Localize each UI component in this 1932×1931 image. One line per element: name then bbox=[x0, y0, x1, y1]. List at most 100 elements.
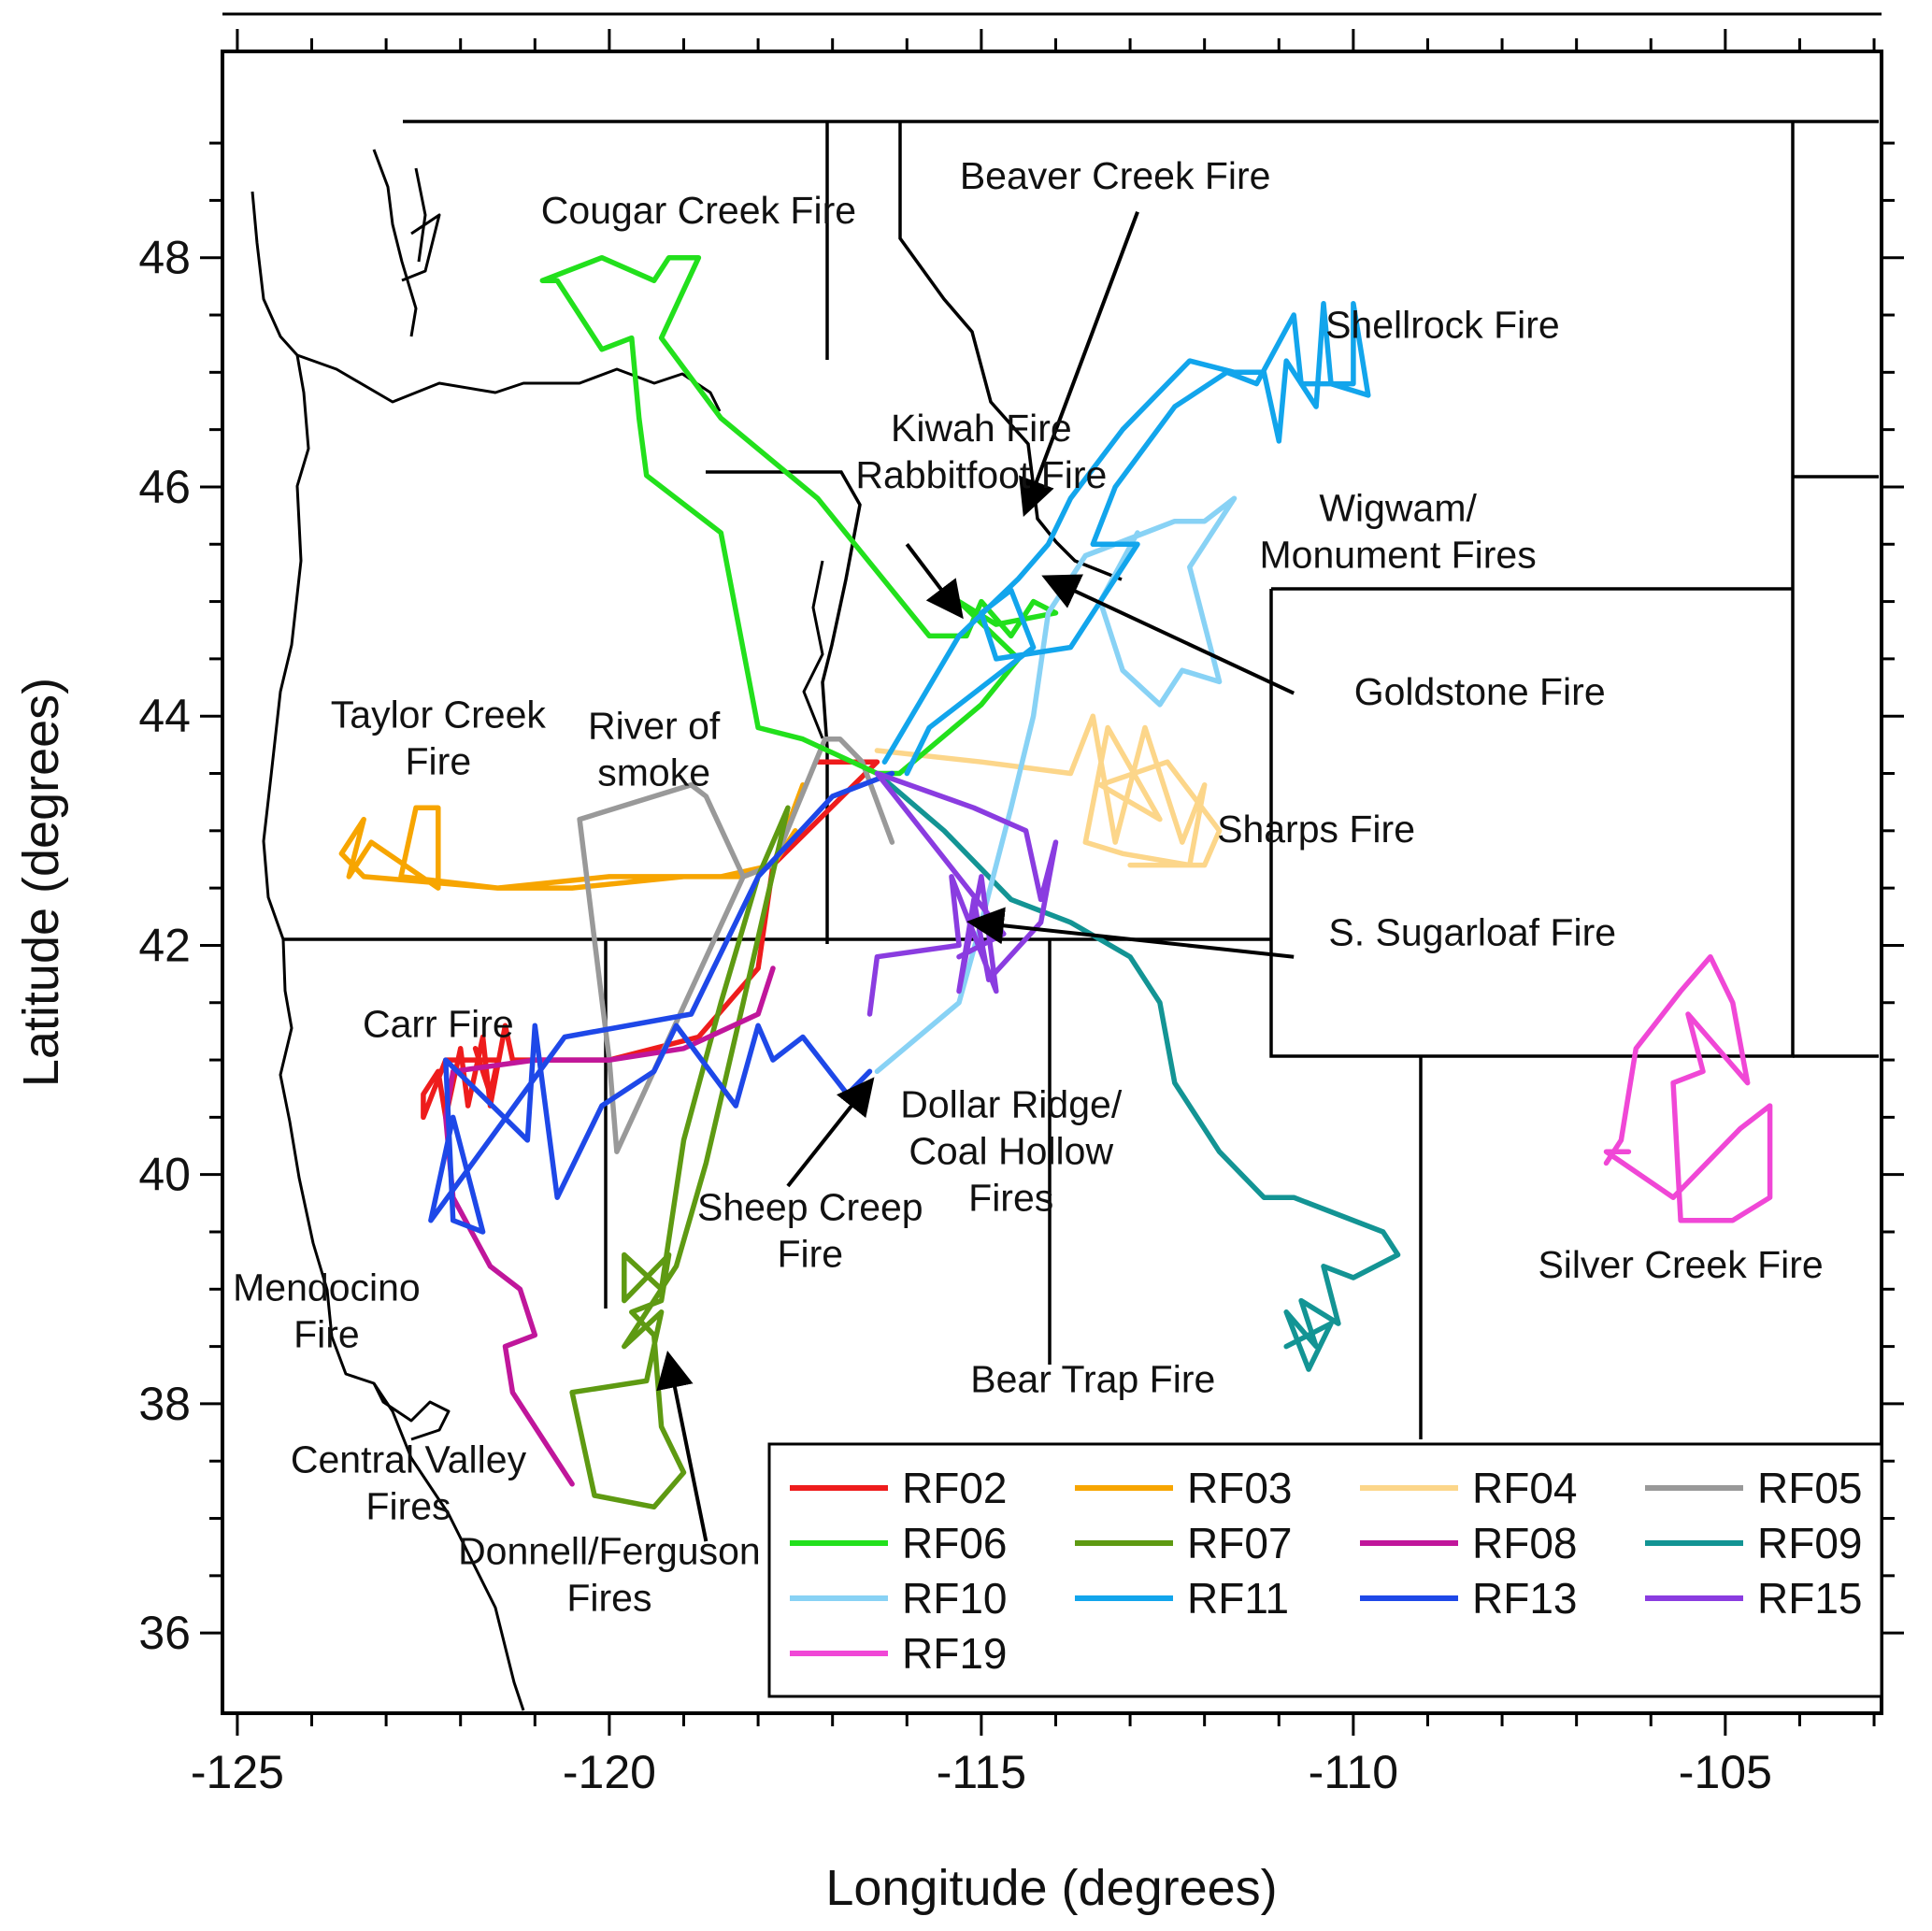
fire-label-line: Fire bbox=[406, 739, 472, 782]
fire-label-line: Fire bbox=[293, 1313, 360, 1356]
bay-area-coastline bbox=[372, 1382, 451, 1441]
x-tick-label: -115 bbox=[937, 1746, 1026, 1798]
fire-label-line: Carr Fire bbox=[363, 1003, 514, 1046]
annotation-arrow bbox=[966, 907, 1295, 959]
annotation-arrow bbox=[786, 1077, 875, 1188]
coastline bbox=[250, 149, 824, 1711]
axes-frame: -125 -120 -115 -110 -105 36 38 40 42 44 46 48 Long… bbox=[13, 12, 1904, 1916]
legend-label: RF19 bbox=[902, 1629, 1007, 1678]
legend-box bbox=[767, 1442, 1883, 1698]
pacific-coastline bbox=[250, 191, 525, 1711]
fire-label: Bear Trap Fire bbox=[970, 1358, 1215, 1401]
track-rf13 bbox=[428, 770, 895, 1235]
fire-label: Donnell/Ferguson Fires bbox=[458, 1530, 761, 1620]
fire-label-line: Monument Fires bbox=[1260, 534, 1537, 577]
fire-label: Goldstone Fire bbox=[1354, 670, 1606, 713]
track-rf15 bbox=[866, 770, 1059, 1017]
fire-label: Central Valley Fires bbox=[291, 1438, 527, 1527]
fire-label-line: Fires bbox=[566, 1577, 651, 1620]
fire-label: Carr Fire bbox=[363, 1003, 514, 1046]
columbia-river bbox=[296, 353, 722, 412]
fire-label-line: Dollar Ridge/ bbox=[900, 1082, 1123, 1125]
legend-label: RF05 bbox=[1757, 1464, 1862, 1512]
fire-label: Cougar Creek Fire bbox=[541, 189, 856, 232]
x-tick-label: -110 bbox=[1309, 1746, 1398, 1798]
fire-label-line: Donnell/Ferguson bbox=[458, 1530, 761, 1573]
fire-label-line: Silver Creek Fire bbox=[1538, 1243, 1823, 1286]
fire-label-line: Mendocino bbox=[233, 1266, 421, 1309]
fire-label-line: Bear Trap Fire bbox=[970, 1358, 1215, 1401]
fire-label: Dollar Ridge/Coal Hollow Fires bbox=[900, 1082, 1123, 1219]
y-tick-label: 44 bbox=[138, 690, 191, 742]
legend-label: RF10 bbox=[902, 1574, 1007, 1623]
track-rf19 bbox=[1603, 953, 1773, 1223]
legend: RF02 RF03 RF04 RF05 RF06 RF07 RF08 RF09 RF10 RF11… bbox=[767, 1442, 1883, 1698]
fire-labels: Cougar Creek Fire Beaver Creek Fire Shellr… bbox=[233, 154, 1824, 1619]
idaho-montana-border bbox=[898, 122, 1123, 581]
fire-label-line: smoke bbox=[597, 751, 710, 794]
y-tick-label: 48 bbox=[138, 232, 191, 284]
track-rf11 bbox=[881, 301, 1371, 777]
legend-label: RF04 bbox=[1472, 1464, 1577, 1512]
fire-label: Kiwah Fire Rabbitfoot Fire bbox=[855, 407, 1107, 496]
x-axis: -125 -120 -115 -110 -105 bbox=[191, 29, 1876, 1798]
y-tick-label: 36 bbox=[138, 1607, 191, 1659]
fire-label-line: Fires bbox=[365, 1484, 451, 1527]
x-tick-label: -120 bbox=[563, 1746, 656, 1798]
plot-frame bbox=[221, 50, 1883, 1715]
fire-label-line: Central Valley bbox=[291, 1438, 527, 1480]
annotation-arrow bbox=[1041, 574, 1295, 695]
y-axis: 36 38 40 42 44 46 48 bbox=[138, 141, 1904, 1659]
fire-label-line: Goldstone Fire bbox=[1354, 670, 1606, 713]
legend-label: RF09 bbox=[1757, 1519, 1862, 1567]
fire-label-line: Sheep Creep bbox=[697, 1186, 923, 1229]
snake-river bbox=[802, 560, 824, 739]
fire-label: Sheep Creep Fire bbox=[697, 1186, 923, 1276]
fire-label: Mendocino Fire bbox=[233, 1266, 421, 1356]
fire-label: Beaver Creek Fire bbox=[960, 154, 1271, 197]
y-tick-label: 40 bbox=[138, 1149, 191, 1201]
track-rf10 bbox=[874, 495, 1238, 1075]
track-rf07 bbox=[569, 805, 791, 1510]
fire-label-line: Sharps Fire bbox=[1217, 808, 1415, 851]
y-tick-label: 38 bbox=[138, 1378, 191, 1430]
fire-label: Sharps Fire bbox=[1217, 808, 1415, 851]
fire-label-line: Coal Hollow bbox=[909, 1129, 1113, 1172]
legend-label: RF03 bbox=[1187, 1464, 1292, 1512]
track-rf05 bbox=[577, 736, 895, 1154]
y-tick-label: 42 bbox=[138, 919, 191, 971]
puget-sound-coastline bbox=[372, 149, 441, 337]
fire-label: Wigwam/Monument Fires bbox=[1260, 487, 1537, 577]
fire-label-line: Beaver Creek Fire bbox=[960, 154, 1271, 197]
annotation-arrows bbox=[656, 210, 1295, 1542]
track-rf04 bbox=[874, 713, 1223, 868]
fire-label-line: Taylor Creek bbox=[331, 693, 547, 736]
fire-label: Shellrock Fire bbox=[1325, 304, 1560, 347]
y-tick-label: 46 bbox=[138, 461, 191, 513]
legend-label: RF08 bbox=[1472, 1519, 1577, 1567]
x-tick-label: -125 bbox=[191, 1746, 284, 1798]
legend-label: RF11 bbox=[1187, 1574, 1289, 1623]
annotation-arrow bbox=[656, 1351, 708, 1542]
x-axis-title: Longitude (degrees) bbox=[825, 1860, 1277, 1916]
fire-label-line: Wigwam/ bbox=[1319, 487, 1477, 530]
track-rf03 bbox=[338, 782, 806, 891]
track-rf06 bbox=[539, 254, 1059, 777]
fire-label-line: Shellrock Fire bbox=[1325, 304, 1560, 347]
fire-label: Taylor Creek Fire bbox=[331, 693, 547, 782]
fire-label: S. Sugarloaf Fire bbox=[1328, 910, 1616, 953]
flight-tracks bbox=[338, 254, 1773, 1510]
fire-label-line: S. Sugarloaf Fire bbox=[1328, 910, 1616, 953]
fire-label-line: Cougar Creek Fire bbox=[541, 189, 856, 232]
fire-label: River of smoke bbox=[588, 705, 721, 794]
x-tick-label: -105 bbox=[1679, 1746, 1772, 1798]
fire-label-line: Fire bbox=[778, 1233, 844, 1276]
legend-label: RF06 bbox=[902, 1519, 1007, 1567]
fire-label-line: Fires bbox=[968, 1176, 1053, 1219]
fire-label-line: River of bbox=[588, 705, 721, 748]
y-axis-title: Latitude (degrees) bbox=[13, 678, 69, 1087]
legend-label: RF02 bbox=[902, 1464, 1007, 1512]
annotation-arrow bbox=[1019, 210, 1139, 517]
fire-label: Silver Creek Fire bbox=[1538, 1243, 1823, 1286]
